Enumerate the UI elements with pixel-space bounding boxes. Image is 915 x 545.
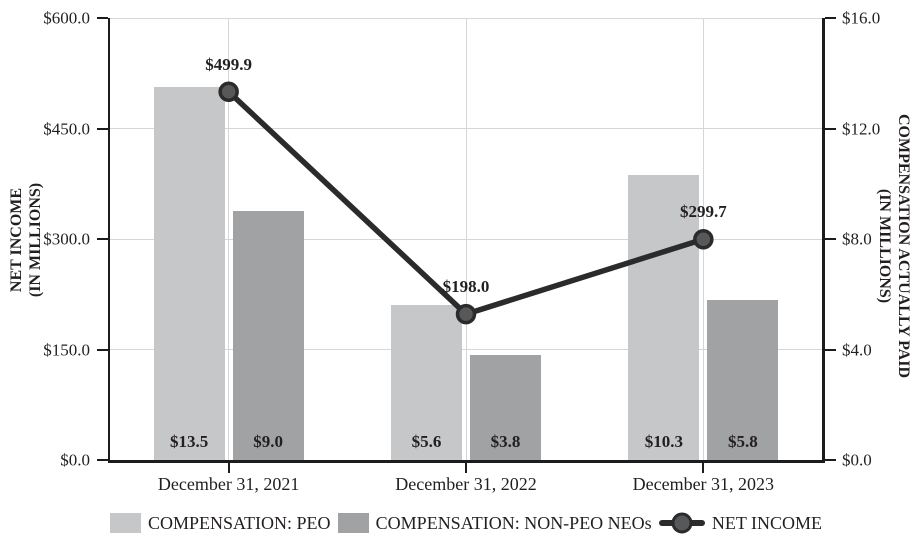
- left-tick-label: $0.0: [60, 450, 90, 470]
- x-axis-label: December 31, 2022: [395, 474, 537, 494]
- non-peo-swatch-icon: [337, 513, 369, 533]
- right-tick-mark: [824, 348, 836, 351]
- v-gridline: [465, 18, 467, 460]
- left-axis-title-line2: (IN MILLIONS): [27, 182, 44, 298]
- peo-swatch-icon: [110, 513, 141, 533]
- left-axis-line: [107, 18, 110, 463]
- bar-peo-December 31, 2021: $13.5: [153, 87, 225, 460]
- legend-item-peo: COMPENSATION: PEO: [110, 513, 331, 534]
- right-tick-label: $16.0: [842, 8, 881, 28]
- bar-non-peo-December 31, 2023: $5.8: [707, 299, 779, 460]
- bar-value-label: $13.5: [170, 432, 209, 451]
- net-income-value-label: $499.9: [205, 54, 253, 74]
- right-tick-label: $8.0: [842, 229, 872, 249]
- right-axis-line: [822, 18, 825, 463]
- left-tick-label: $450.0: [43, 119, 90, 138]
- left-tick-label: $300.0: [43, 229, 90, 249]
- bar-peo-December 31, 2022: $5.6: [391, 305, 462, 460]
- right-tick-label: $4.0: [842, 340, 872, 359]
- bar-non-peo-December 31, 2021: $9.0: [232, 211, 304, 460]
- net-income-value-label: $299.7: [679, 202, 727, 222]
- legend: COMPENSATION: PEO COMPENSATION: NON-PEO …: [110, 510, 822, 536]
- right-tick-mark: [824, 127, 836, 130]
- legend-item-net-income: NET INCOME: [658, 512, 822, 534]
- line-marker-icon: [658, 512, 705, 534]
- x-tick-mark: [465, 462, 467, 473]
- bar-non-peo-December 31, 2022: $3.8: [470, 355, 541, 460]
- right-axis-title-line2: (IN MILLIONS): [876, 188, 893, 304]
- bar-value-label: $5.6: [411, 431, 442, 451]
- right-axis-title: COMPENSATION ACTUALLY PAID (IN MILLIONS): [875, 114, 913, 378]
- right-tick-mark: [824, 17, 836, 19]
- v-gridline: [702, 18, 704, 460]
- x-axis-label: December 31, 2021: [157, 474, 300, 494]
- v-gridline: [228, 18, 230, 460]
- legend-item-non-peo: COMPENSATION: NON-PEO NEOs: [337, 512, 652, 534]
- left-tick-mark: [97, 127, 108, 130]
- right-axis-title-line1: COMPENSATION ACTUALLY PAID: [895, 113, 912, 379]
- left-tick-label: $600.0: [43, 8, 90, 28]
- bar-value-label: $9.0: [253, 432, 284, 451]
- bar-value-label: $5.8: [727, 431, 758, 451]
- left-tick-mark: [97, 238, 108, 240]
- net-income-value-label: $198.0: [442, 277, 490, 297]
- left-axis-title-line1: NET INCOME: [8, 187, 25, 293]
- x-axis-label: December 31, 2023: [632, 474, 775, 494]
- right-tick-label: $12.0: [842, 119, 881, 138]
- x-tick-mark: [227, 462, 230, 473]
- right-tick-mark: [824, 238, 836, 240]
- left-tick-mark: [97, 17, 108, 19]
- legend-label-peo: COMPENSATION: PEO: [148, 512, 331, 533]
- left-tick-mark: [97, 348, 108, 351]
- legend-label-net-income: NET INCOME: [711, 512, 822, 533]
- bar-value-label: $10.3: [644, 431, 683, 451]
- left-tick-mark: [97, 459, 108, 461]
- bottom-axis-line: [107, 460, 825, 463]
- legend-label-non-peo: COMPENSATION: NON-PEO NEOs: [375, 512, 652, 533]
- left-axis-title: NET INCOME (IN MILLIONS): [7, 183, 45, 297]
- bar-value-label: $3.8: [490, 431, 521, 451]
- left-tick-label: $150.0: [43, 340, 90, 359]
- x-tick-mark: [702, 462, 705, 473]
- right-tick-label: $0.0: [842, 450, 872, 470]
- right-tick-mark: [824, 459, 836, 461]
